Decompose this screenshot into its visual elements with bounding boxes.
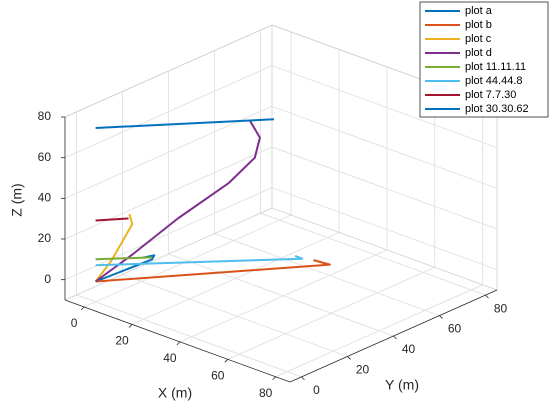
y-tick-label: 0 — [313, 383, 320, 397]
x-tick — [224, 359, 229, 363]
y-tick-label: 40 — [402, 342, 416, 356]
x-tick-label: 0 — [71, 316, 78, 330]
line — [95, 254, 304, 267]
legend-label: plot a — [465, 5, 493, 17]
grid-line — [64, 65, 273, 159]
grid-line — [271, 187, 498, 271]
grid-line — [76, 294, 302, 378]
legend-label: plot 30.30.62 — [465, 103, 529, 115]
z-tick-label: 80 — [38, 109, 52, 123]
legend-label: plot 7.7.30 — [465, 89, 516, 101]
line — [95, 259, 331, 283]
grid-line — [271, 65, 498, 149]
z-tick-label: 0 — [44, 272, 51, 286]
grid-line — [271, 146, 498, 230]
legend-label: plot 44.44.8 — [465, 75, 523, 87]
line — [95, 119, 261, 283]
tick-labels: 0 20 40 60 80 0 20 40 60 80 0 20 40 60 80 — [38, 109, 508, 400]
legend-label: plot 11.11.11 — [465, 61, 526, 73]
grid-line — [64, 146, 273, 240]
y-tick-label: 80 — [494, 301, 508, 315]
legend-label: plot c — [465, 33, 492, 45]
x-axis-line — [64, 299, 291, 383]
y-axis-label: Y (m) — [385, 377, 419, 393]
line — [95, 256, 153, 261]
grid-line — [214, 233, 440, 317]
legend-box — [419, 1, 549, 118]
box-edge — [64, 24, 273, 118]
y-tick — [347, 356, 351, 360]
y-tick-label: 60 — [448, 322, 462, 336]
x-tick-label: 80 — [259, 386, 273, 400]
y-tick — [485, 294, 489, 299]
y-tick-label: 20 — [356, 363, 370, 377]
x-tick-label: 60 — [211, 368, 225, 382]
x-tick — [80, 306, 85, 311]
y-tick — [393, 335, 397, 340]
x-axis-label: X (m) — [158, 385, 192, 401]
y-tick — [439, 315, 443, 319]
z-tick-label: 20 — [38, 231, 52, 245]
grid-line — [260, 212, 486, 296]
line — [95, 254, 156, 283]
x-tick — [128, 324, 133, 328]
axes-box — [61, 24, 498, 383]
y-tick — [301, 376, 305, 381]
legend: plot a plot b plot c plot d plot 11.11.11 plo… — [419, 1, 549, 118]
legend-label: plot b — [465, 19, 492, 31]
z-axis-label: Z (m) — [9, 183, 25, 216]
grid-line — [122, 273, 348, 357]
box-edge — [64, 207, 273, 301]
grid-line — [271, 105, 498, 189]
z-tick-label: 60 — [38, 150, 52, 164]
line — [95, 217, 129, 222]
grid-line — [168, 253, 394, 337]
z-tick-label: 40 — [38, 191, 52, 205]
box-edge — [271, 207, 498, 291]
line — [95, 118, 275, 129]
x-tick-label: 20 — [115, 334, 129, 348]
x-tick — [176, 341, 181, 346]
legend-label: plot d — [465, 47, 492, 59]
x-tick — [272, 376, 276, 381]
x-tick-label: 40 — [163, 351, 177, 365]
line — [94, 213, 134, 283]
plot-area — [94, 118, 331, 283]
